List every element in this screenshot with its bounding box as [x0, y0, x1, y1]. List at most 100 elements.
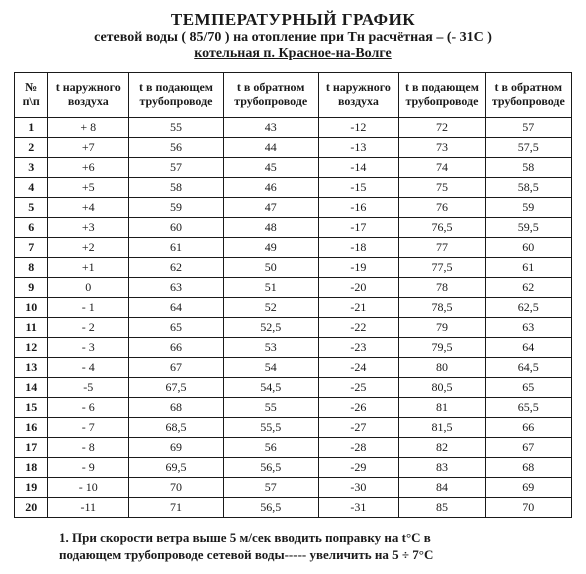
table-cell: 65,5 — [485, 398, 571, 418]
table-cell: 2 — [15, 138, 48, 158]
header-block: ТЕМПЕРАТУРНЫЙ ГРАФИК сетевой воды ( 85/7… — [14, 10, 572, 62]
temperature-table: № п\п t наружного воздуха t в подающем т… — [14, 72, 572, 518]
table-cell: -31 — [318, 498, 399, 518]
table-row: 12- 36653-2379,564 — [15, 338, 572, 358]
table-cell: 68,5 — [129, 418, 224, 438]
table-cell: 62 — [485, 278, 571, 298]
table-cell: +7 — [48, 138, 129, 158]
table-cell: 81 — [399, 398, 485, 418]
table-cell: 66 — [485, 418, 571, 438]
table-cell: 60 — [129, 218, 224, 238]
table-row: 16- 768,555,5-2781,566 — [15, 418, 572, 438]
table-cell: 82 — [399, 438, 485, 458]
table-cell: -16 — [318, 198, 399, 218]
col-header: t в обратном трубопроводе — [223, 73, 318, 118]
table-cell: 80,5 — [399, 378, 485, 398]
table-cell: 59 — [485, 198, 571, 218]
table-row: 2+75644-137357,5 — [15, 138, 572, 158]
table-row: 3+65745-147458 — [15, 158, 572, 178]
table-cell: +6 — [48, 158, 129, 178]
table-cell: 45 — [223, 158, 318, 178]
table-cell: 60 — [485, 238, 571, 258]
table-cell: 18 — [15, 458, 48, 478]
table-cell: -21 — [318, 298, 399, 318]
table-cell: 3 — [15, 158, 48, 178]
table-cell: 73 — [399, 138, 485, 158]
table-cell: 66 — [129, 338, 224, 358]
table-cell: 56 — [129, 138, 224, 158]
table-cell: 48 — [223, 218, 318, 238]
table-cell: - 4 — [48, 358, 129, 378]
table-cell: 67 — [129, 358, 224, 378]
table-header-row: № п\п t наружного воздуха t в подающем т… — [15, 73, 572, 118]
table-cell: 52,5 — [223, 318, 318, 338]
table-row: 906351-207862 — [15, 278, 572, 298]
table-cell: 70 — [485, 498, 571, 518]
table-cell: 67,5 — [129, 378, 224, 398]
table-cell: 68 — [129, 398, 224, 418]
table-row: 7+26149-187760 — [15, 238, 572, 258]
table-cell: -18 — [318, 238, 399, 258]
table-cell: 70 — [129, 478, 224, 498]
table-cell: 62,5 — [485, 298, 571, 318]
table-cell: 20 — [15, 498, 48, 518]
table-cell: 58,5 — [485, 178, 571, 198]
table-row: 5+45947-167659 — [15, 198, 572, 218]
table-cell: -22 — [318, 318, 399, 338]
table-cell: 62 — [129, 258, 224, 278]
table-cell: 10 — [15, 298, 48, 318]
table-cell: - 3 — [48, 338, 129, 358]
col-header: № п\п — [15, 73, 48, 118]
table-cell: -13 — [318, 138, 399, 158]
table-cell: 63 — [485, 318, 571, 338]
table-cell: 53 — [223, 338, 318, 358]
footnote-block: 1. При скорости ветра выше 5 м/сек вводи… — [14, 530, 572, 564]
table-cell: 69 — [129, 438, 224, 458]
table-row: 6+36048-1776,559,5 — [15, 218, 572, 238]
table-cell: - 7 — [48, 418, 129, 438]
table-cell: 65 — [129, 318, 224, 338]
table-cell: 57 — [129, 158, 224, 178]
table-cell: 8 — [15, 258, 48, 278]
table-cell: 9 — [15, 278, 48, 298]
table-cell: 69,5 — [129, 458, 224, 478]
table-row: 14-567,554,5-2580,565 — [15, 378, 572, 398]
footnote-line: подающем трубопроводе сетевой воды----- … — [59, 547, 572, 564]
table-cell: 56,5 — [223, 498, 318, 518]
table-cell: 72 — [399, 118, 485, 138]
table-cell: 79,5 — [399, 338, 485, 358]
table-cell: -19 — [318, 258, 399, 278]
table-cell: 56,5 — [223, 458, 318, 478]
table-cell: 57 — [485, 118, 571, 138]
table-cell: 61 — [485, 258, 571, 278]
table-row: 13- 46754-248064,5 — [15, 358, 572, 378]
table-cell: -28 — [318, 438, 399, 458]
table-cell: 69 — [485, 478, 571, 498]
table-row: 11- 26552,5-227963 — [15, 318, 572, 338]
table-cell: 71 — [129, 498, 224, 518]
table-cell: 15 — [15, 398, 48, 418]
table-cell: 49 — [223, 238, 318, 258]
table-cell: 59,5 — [485, 218, 571, 238]
table-cell: 50 — [223, 258, 318, 278]
table-cell: 76,5 — [399, 218, 485, 238]
table-cell: 65 — [485, 378, 571, 398]
table-row: 20-117156,5-318570 — [15, 498, 572, 518]
col-header: t в подающем трубопроводе — [129, 73, 224, 118]
table-cell: 55 — [223, 398, 318, 418]
table-cell: +3 — [48, 218, 129, 238]
table-cell: -11 — [48, 498, 129, 518]
table-cell: 1 — [15, 118, 48, 138]
table-cell: 83 — [399, 458, 485, 478]
table-cell: -5 — [48, 378, 129, 398]
page-title: ТЕМПЕРАТУРНЫЙ ГРАФИК — [14, 10, 572, 30]
table-cell: 79 — [399, 318, 485, 338]
footnote-line: 1. При скорости ветра выше 5 м/сек вводи… — [59, 530, 572, 547]
page-subtitle: сетевой воды ( 85/70 ) на отопление при … — [14, 30, 572, 46]
table-cell: 78 — [399, 278, 485, 298]
table-cell: 6 — [15, 218, 48, 238]
table-row: 18- 969,556,5-298368 — [15, 458, 572, 478]
table-cell: 13 — [15, 358, 48, 378]
table-cell: 17 — [15, 438, 48, 458]
table-cell: 47 — [223, 198, 318, 218]
